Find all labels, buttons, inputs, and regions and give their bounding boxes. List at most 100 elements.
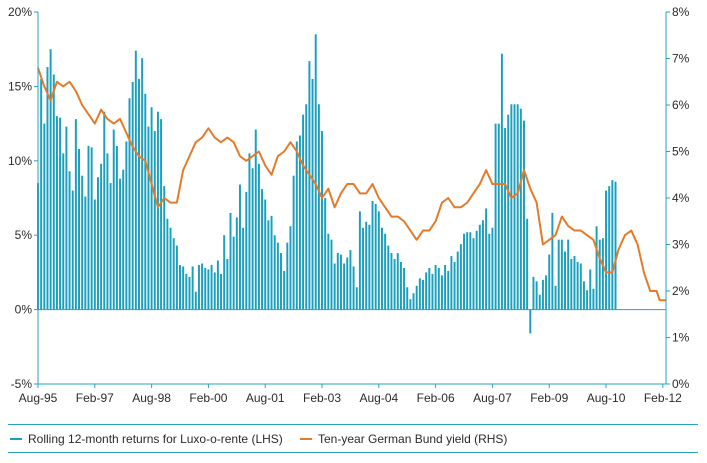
bar xyxy=(153,131,156,310)
bar xyxy=(226,259,229,310)
bar xyxy=(172,238,175,310)
bar xyxy=(529,309,532,334)
bar xyxy=(409,299,412,310)
bar xyxy=(84,196,87,310)
bar xyxy=(576,261,579,310)
bar xyxy=(365,221,368,310)
bar xyxy=(491,227,494,310)
bar xyxy=(305,104,308,310)
bar xyxy=(311,78,314,310)
bar xyxy=(194,291,197,310)
bar xyxy=(551,212,554,310)
bar xyxy=(614,181,617,310)
bar xyxy=(564,251,566,310)
bar xyxy=(456,251,459,310)
bar xyxy=(216,260,219,310)
bar xyxy=(507,114,510,310)
bar xyxy=(570,259,573,310)
bar xyxy=(582,281,585,310)
right-tick-label: 1% xyxy=(672,331,690,345)
bar xyxy=(355,287,358,310)
bar xyxy=(131,81,134,310)
x-tick-label: Feb-06 xyxy=(417,391,455,405)
bar xyxy=(374,203,377,310)
legend: Rolling 12-month returns for Luxo-o-rent… xyxy=(0,424,707,454)
axes-layer: 20% 15% 10% 5% 0% -5% 8% 7% 6% 5% 4% 3% 2% 1% 0% Aug-95… xyxy=(8,5,690,405)
bar xyxy=(557,239,560,310)
bar xyxy=(321,131,323,310)
bar xyxy=(393,259,396,310)
bar xyxy=(434,264,437,310)
bar xyxy=(598,239,601,310)
bar xyxy=(201,263,204,310)
bar xyxy=(238,184,241,310)
x-tick-label: Feb-12 xyxy=(644,391,682,405)
bar xyxy=(280,253,282,310)
bar xyxy=(472,238,475,310)
bar xyxy=(358,211,361,310)
bar xyxy=(74,119,77,310)
bar xyxy=(339,254,342,310)
bars-layer xyxy=(37,34,617,334)
bar xyxy=(308,61,311,310)
bar xyxy=(418,278,421,310)
bar xyxy=(371,200,374,310)
bar xyxy=(141,58,144,310)
bar xyxy=(519,108,522,310)
right-tick-label: 0% xyxy=(672,377,690,391)
right-tick-label: 2% xyxy=(672,284,690,298)
x-tick-label: Feb-03 xyxy=(303,391,341,405)
bar xyxy=(459,244,462,310)
bar xyxy=(605,190,608,310)
bar xyxy=(112,129,115,310)
bar xyxy=(223,235,226,310)
bar xyxy=(229,212,232,310)
bar xyxy=(270,215,273,310)
legend-swatch-bars xyxy=(10,438,22,440)
bar xyxy=(481,220,484,310)
legend-label-bars: Rolling 12-month returns for Luxo-o-rent… xyxy=(28,432,283,446)
bar xyxy=(302,114,305,310)
bar xyxy=(403,267,406,310)
bar xyxy=(390,253,393,310)
bar xyxy=(122,169,125,310)
bar xyxy=(261,189,264,310)
bar xyxy=(59,117,62,310)
bar xyxy=(538,294,541,310)
bar xyxy=(257,163,260,310)
bar xyxy=(166,218,169,310)
bar xyxy=(381,227,383,310)
right-tick-label: 5% xyxy=(672,145,690,159)
bar xyxy=(579,263,582,310)
bar xyxy=(289,226,292,310)
left-tick-label: 10% xyxy=(8,154,32,168)
bar xyxy=(384,233,387,310)
bar xyxy=(336,253,339,310)
bar xyxy=(485,208,488,310)
bar xyxy=(197,264,200,310)
bar xyxy=(160,119,163,310)
bar xyxy=(264,199,267,310)
bar xyxy=(232,236,235,310)
bar xyxy=(444,264,447,310)
bar xyxy=(412,293,415,310)
bar xyxy=(43,123,46,310)
bar xyxy=(78,148,81,310)
bar xyxy=(327,233,330,310)
bar xyxy=(213,272,216,310)
right-tick-label: 3% xyxy=(672,238,690,252)
bar xyxy=(440,275,443,310)
x-tick-label: Aug-07 xyxy=(473,391,512,405)
bar xyxy=(415,285,418,310)
left-tick-label: 20% xyxy=(8,5,32,19)
bar xyxy=(100,163,103,310)
left-tick-label: 5% xyxy=(15,228,33,242)
bar xyxy=(292,175,295,310)
bar xyxy=(115,145,118,310)
bar xyxy=(362,227,365,310)
bar xyxy=(106,153,109,310)
bar xyxy=(488,233,491,310)
bar xyxy=(62,153,65,310)
bar xyxy=(103,111,106,310)
